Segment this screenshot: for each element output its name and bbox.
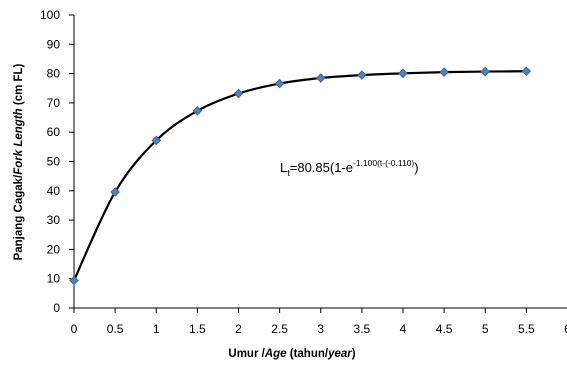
data-point-marker: [480, 66, 491, 77]
y-ticks: 0 10 20 30 40 50 60 70 80 90 100: [40, 8, 74, 315]
data-point-marker: [274, 78, 285, 89]
data-point-marker: [192, 106, 203, 116]
y-tick-label: 40: [47, 184, 61, 198]
x-tick-label: 2.5: [271, 322, 288, 336]
x-tick-label: 5.5: [518, 322, 535, 336]
y-tick-label: 10: [47, 272, 61, 286]
data-point-marker: [315, 73, 326, 83]
x-tick-label: 4.5: [436, 322, 453, 336]
y-tick-label: 60: [47, 125, 61, 139]
y-tick-label: 50: [47, 155, 61, 169]
x-tick-label: 1: [153, 322, 160, 336]
data-point-marker: [233, 88, 244, 99]
x-tick-label: 0.5: [107, 322, 124, 336]
x-axis-title: Umur /Age (tahun/year): [228, 348, 355, 360]
x-ticks: 0 0.5 1 1.5 2 2.5 3 3.5 4 4.5 5 5.5 6: [71, 308, 567, 336]
data-point-marker: [398, 68, 408, 79]
y-tick-label: 100: [40, 8, 60, 22]
growth-equation: Lt=80.85(1-e-1.100(t-(-0.110)): [280, 158, 419, 178]
y-tick-label: 80: [47, 67, 61, 81]
y-tick-label: 70: [47, 96, 61, 110]
x-tick-label: 1.5: [189, 322, 206, 336]
y-tick-label: 0: [53, 301, 60, 315]
x-tick-label: 3.5: [354, 322, 371, 336]
y-axis-title: Panjang Cagak/Fork Length (cm FL): [13, 63, 25, 260]
x-tick-label: 4: [400, 322, 407, 336]
x-tick-label: 5: [482, 322, 489, 336]
data-point-marker: [357, 70, 367, 80]
y-tick-label: 30: [47, 213, 61, 227]
x-tick-label: 2: [235, 322, 242, 336]
data-point-marker: [439, 67, 449, 77]
x-tick-label: 3: [317, 322, 324, 336]
data-point-marker: [521, 66, 532, 77]
data-markers: [69, 66, 532, 286]
y-tick-label: 20: [47, 242, 61, 256]
data-point-marker: [151, 135, 162, 146]
growth-curve: [73, 70, 527, 281]
data-point-marker: [69, 275, 79, 286]
y-tick-label: 90: [47, 37, 61, 51]
x-tick-label: 0: [71, 322, 78, 336]
data-point-marker: [110, 187, 120, 197]
x-tick-label: 6: [564, 322, 567, 336]
